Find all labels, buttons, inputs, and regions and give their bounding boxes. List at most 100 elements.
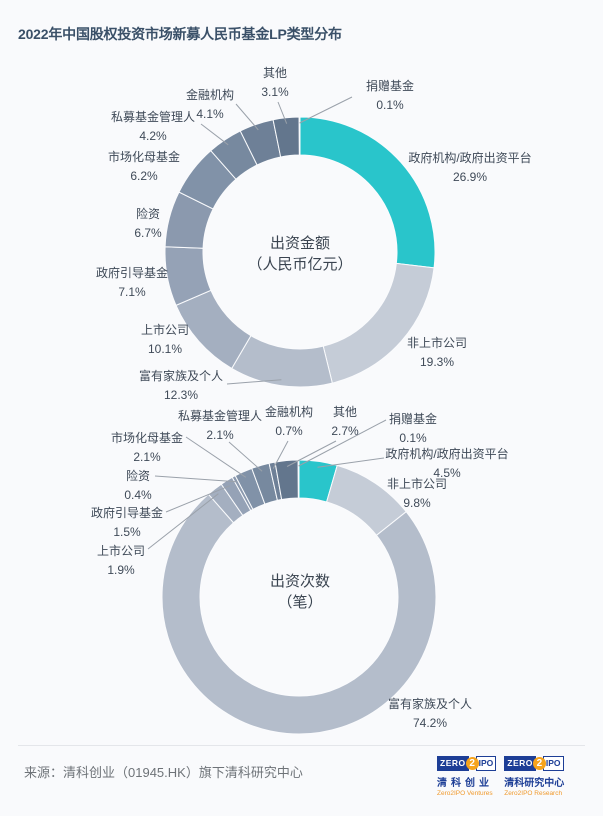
slice-category: 政府引导基金: [90, 506, 164, 520]
slice-category: 捐赠基金: [388, 412, 438, 426]
slice-label: 非上市公司 9.8%: [387, 475, 447, 513]
zero2ipo-ventures-logo: ZERO 2 IPO 清科创业 Zero2IPO Ventures: [437, 756, 497, 797]
slice-value: 26.9%: [452, 170, 488, 184]
slice-value: 6.2%: [130, 169, 158, 183]
logo-two-badge: 2: [465, 756, 479, 770]
slice-label: 富有家族及个人 74.2%: [388, 695, 472, 733]
donut-center-title: 出资次数: [269, 573, 331, 590]
slice-value: 4.1%: [196, 107, 224, 121]
slice-label: 险资 0.4%: [124, 467, 151, 505]
slice-label: 政府引导基金 7.1%: [96, 264, 168, 302]
slice-value: 2.1%: [133, 450, 161, 464]
slice-value: 7.1%: [118, 285, 146, 299]
slice-category: 政府机构/政府出资平台: [385, 447, 509, 461]
logo-ipo-text: IPO: [475, 756, 497, 771]
slice-label: 市场化母基金 2.1%: [111, 429, 183, 467]
slice-label: 上市公司 1.9%: [97, 542, 145, 580]
slice-value: 19.3%: [419, 355, 455, 369]
zero2ipo-logo-mark: ZERO 2 IPO: [504, 756, 564, 771]
slice-label: 上市公司 10.1%: [141, 321, 189, 359]
slice-label: 其他 2.7%: [331, 403, 358, 441]
slice-value: 4.2%: [139, 129, 167, 143]
leader-line: [185, 436, 247, 478]
slice-category: 富有家族及个人: [387, 697, 473, 711]
slice-value: 2.1%: [206, 428, 234, 442]
logo-chinese-name: 清科研究中心: [504, 777, 565, 789]
slice-value: 1.5%: [113, 525, 141, 539]
slice-value: 3.1%: [261, 85, 289, 99]
leader-line: [298, 419, 387, 467]
donut-center-subtitle: （笔）: [277, 594, 323, 611]
donut-slice: [297, 459, 300, 499]
donut-center-label-amount: 出资金额 （人民币亿元）: [247, 233, 352, 275]
slice-category: 政府机构/政府出资平台: [408, 151, 532, 165]
leader-line: [277, 101, 288, 124]
zero2ipo-logo-mark: ZERO 2 IPO: [437, 756, 497, 771]
slice-value: 6.7%: [134, 226, 162, 240]
slice-category: 金融机构: [185, 88, 235, 102]
logo-two-badge: 2: [532, 756, 546, 770]
logo-english-name: Zero2IPO Ventures: [437, 789, 493, 797]
slice-value: 74.2%: [412, 716, 448, 730]
leader-line: [226, 379, 282, 385]
slice-value: 9.8%: [403, 496, 431, 510]
slice-value: 0.4%: [124, 488, 152, 502]
slice-value: 12.3%: [163, 388, 199, 402]
leader-line: [228, 441, 263, 472]
slice-value: 0.1%: [376, 98, 404, 112]
slice-label: 险资 6.7%: [134, 205, 161, 243]
donut-slice: [298, 116, 301, 156]
logo-ipo-text: IPO: [542, 756, 564, 771]
slice-label: 私募基金管理人 4.2%: [111, 108, 195, 146]
leader-line: [165, 485, 231, 513]
logo-zero-text: ZERO: [437, 756, 469, 771]
leader-line: [235, 103, 259, 131]
slice-value: 1.9%: [107, 563, 135, 577]
slice-category: 私募基金管理人: [177, 409, 263, 423]
slice-category: 险资: [135, 207, 161, 221]
leader-line: [200, 123, 229, 146]
slice-label: 金融机构 4.1%: [186, 86, 234, 124]
leader-line: [154, 475, 237, 483]
slice-label: 其他 3.1%: [261, 64, 288, 102]
zero2ipo-research-logo: ZERO 2 IPO 清科研究中心 Zero2IPO Research: [504, 756, 564, 797]
donut-center-label-count: 出资次数 （笔）: [270, 571, 330, 613]
slice-label: 金融机构 0.7%: [265, 403, 313, 441]
slice-category: 政府引导基金: [95, 266, 169, 280]
slice-label: 富有家族及个人 12.3%: [139, 367, 223, 405]
slice-category: 私募基金管理人: [110, 110, 196, 124]
slice-value: 0.1%: [399, 431, 427, 445]
slice-category: 金融机构: [264, 405, 314, 419]
slice-category: 非上市公司: [406, 336, 468, 350]
donut-center-title: 出资金额: [269, 235, 331, 252]
donut-slice: [161, 493, 437, 735]
slice-label: 捐赠基金 0.1%: [366, 77, 414, 115]
donut-center-subtitle: （人民币亿元）: [247, 256, 353, 273]
slice-label: 市场化母基金 6.2%: [108, 148, 180, 186]
slice-category: 富有家族及个人: [138, 369, 224, 383]
leader-line: [299, 96, 353, 124]
slice-category: 上市公司: [96, 544, 146, 558]
slice-category: 其他: [332, 405, 358, 419]
slice-category: 其他: [262, 66, 288, 80]
slice-category: 市场化母基金: [107, 150, 181, 164]
slice-label: 政府机构/政府出资平台 26.9%: [408, 149, 531, 187]
slice-category: 非上市公司: [386, 477, 448, 491]
slice-value: 0.7%: [275, 424, 303, 438]
zero2ipo-logos: ZERO 2 IPO 清科创业 Zero2IPO Ventures ZERO 2…: [437, 756, 564, 797]
leader-line: [286, 440, 337, 467]
logo-english-name: Zero2IPO Research: [504, 789, 563, 797]
slice-label: 私募基金管理人 2.1%: [178, 407, 262, 445]
source-text: 来源：清科创业（01945.HK）旗下清科研究中心: [24, 765, 303, 780]
slice-label: 政府引导基金 1.5%: [91, 504, 163, 542]
page-title: 2022年中国股权投资市场新募人民币基金LP类型分布: [18, 26, 342, 42]
logo-chinese-name: 清科创业: [437, 777, 493, 789]
slice-value: 10.1%: [147, 342, 183, 356]
leader-line: [272, 440, 289, 469]
slice-category: 捐赠基金: [365, 79, 415, 93]
slice-category: 市场化母基金: [110, 431, 184, 445]
slice-label: 非上市公司 19.3%: [407, 334, 467, 372]
logo-zero-text: ZERO: [504, 756, 536, 771]
